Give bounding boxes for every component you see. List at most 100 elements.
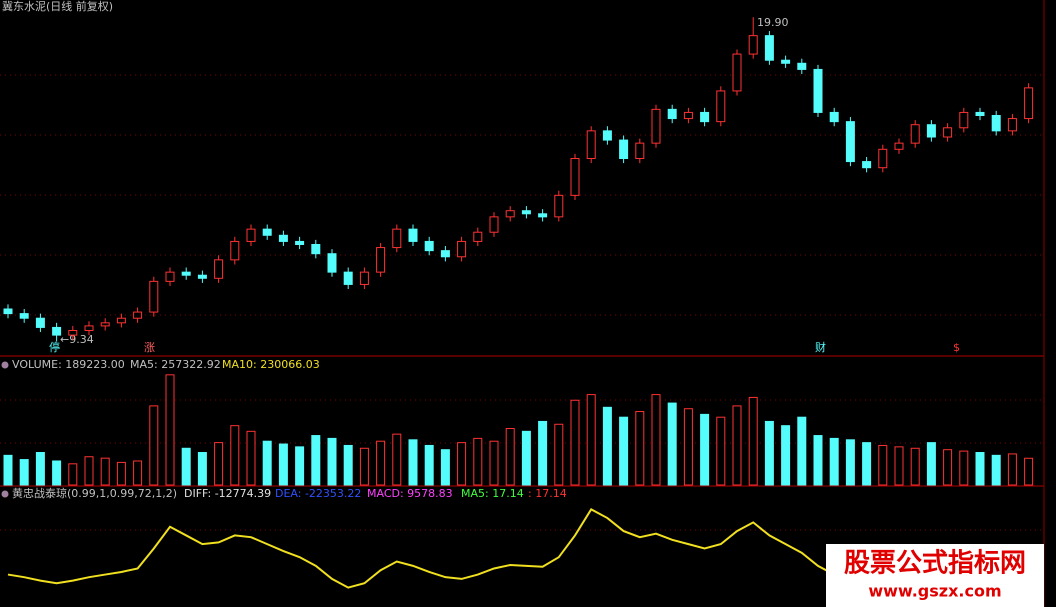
volume-bar (440, 449, 450, 486)
candle-body (149, 280, 159, 313)
volume-bar (197, 452, 207, 486)
candle-body (100, 322, 110, 327)
event-marker[interactable]: 财 (815, 340, 826, 354)
candle-body (343, 271, 353, 285)
event-marker[interactable]: 停 (49, 340, 60, 354)
volume-bar (732, 405, 742, 486)
volume-bar (797, 416, 807, 486)
candle-body (716, 90, 726, 123)
volume-bar (619, 416, 629, 486)
volume-bar (862, 442, 872, 486)
candle-body (602, 130, 612, 141)
volume-bar (343, 444, 353, 486)
volume-bar (635, 411, 645, 486)
candle-body (505, 210, 515, 218)
volume-bar (35, 452, 45, 486)
candle-body (975, 111, 985, 117)
candle-body (700, 111, 710, 123)
volume-bar (408, 439, 418, 486)
volume-bar (894, 446, 904, 486)
volume-bar (926, 442, 936, 486)
candle-body (327, 253, 337, 273)
panel-icon[interactable] (1, 361, 9, 369)
panel-icon[interactable] (1, 490, 9, 498)
volume-label: VOLUME: 189223.00 (12, 358, 125, 371)
volume-bar (311, 435, 321, 486)
candle-body (181, 271, 191, 276)
candle-body (19, 313, 29, 319)
candle-body (246, 228, 256, 242)
candle-body (959, 111, 969, 129)
volume-bar (845, 439, 855, 486)
candle-body (1024, 87, 1034, 120)
volume-header: VOLUME: 189223.00 MA5: 257322.92 MA10: 2… (1, 358, 320, 371)
volume-bar (3, 454, 13, 486)
volume-bar (554, 423, 564, 486)
volume-bar (1024, 457, 1034, 486)
volume-bar (959, 450, 969, 486)
ma5-label: MA5: 257322.92 (130, 358, 221, 371)
ma-label: : 17.14 (528, 487, 567, 500)
candle-body (538, 213, 548, 218)
candle-body (554, 194, 564, 218)
volume-bar (68, 463, 78, 486)
candle-body (862, 161, 872, 169)
candle-body (262, 228, 272, 236)
volume-bar (278, 443, 288, 486)
candle-body (214, 259, 224, 279)
volume-bar (521, 430, 531, 486)
volume-bar (246, 430, 256, 486)
candle-body (667, 108, 677, 120)
volume-bar (813, 435, 823, 486)
candle-body (165, 271, 175, 282)
candle-body (521, 210, 531, 215)
candle-body (910, 124, 920, 144)
watermark: 股票公式指标网 www.gszx.com (826, 544, 1044, 607)
candle-body (683, 111, 693, 120)
candle-body (635, 142, 645, 159)
watermark-url: www.gszx.com (868, 582, 1001, 601)
volume-bar (716, 416, 726, 486)
volume-bar (586, 394, 596, 486)
high-label: 19.90 (757, 16, 789, 29)
event-marker[interactable]: 涨 (144, 341, 155, 354)
volume-bar (781, 425, 791, 486)
volume-bar (748, 396, 758, 486)
volume-bar (100, 457, 110, 486)
volume-bar (327, 437, 337, 486)
event-marker[interactable]: $ (953, 341, 960, 354)
volume-bar (943, 449, 953, 486)
volume-bar (505, 428, 515, 486)
low-label: ←9.34 (60, 333, 94, 346)
candle-body (878, 148, 888, 169)
candle-body (813, 68, 823, 113)
watermark-text: 股票公式指标网 (844, 549, 1026, 579)
candle-body (797, 62, 807, 70)
candle-body (295, 240, 305, 246)
volume-bar (683, 408, 693, 486)
candle-body (311, 244, 321, 255)
candle-body (230, 240, 240, 261)
candle-body (52, 326, 62, 336)
candle-body (3, 308, 13, 315)
candle-body (133, 311, 143, 319)
macd-label: MACD: 9578.83 (367, 487, 453, 500)
volume-bar (133, 460, 143, 486)
volume-bar (19, 459, 29, 486)
volume-bar (262, 440, 272, 486)
volume-bar (991, 454, 1001, 486)
candle-body (943, 127, 953, 138)
candle-body (991, 115, 1001, 132)
volume-bar (700, 413, 710, 486)
indicator-name: 黄忠战泰琼(0.99,1,0.99,72,1,2) (12, 486, 177, 500)
volume-bar (489, 440, 499, 486)
volume-bar (181, 447, 191, 486)
volume-bar (295, 446, 305, 486)
volume-bar (116, 461, 126, 486)
volume-bar (376, 440, 386, 486)
volume-bar (149, 405, 159, 486)
candle-body (651, 108, 661, 144)
volume-bar (910, 447, 920, 486)
volume-bar (602, 406, 612, 486)
